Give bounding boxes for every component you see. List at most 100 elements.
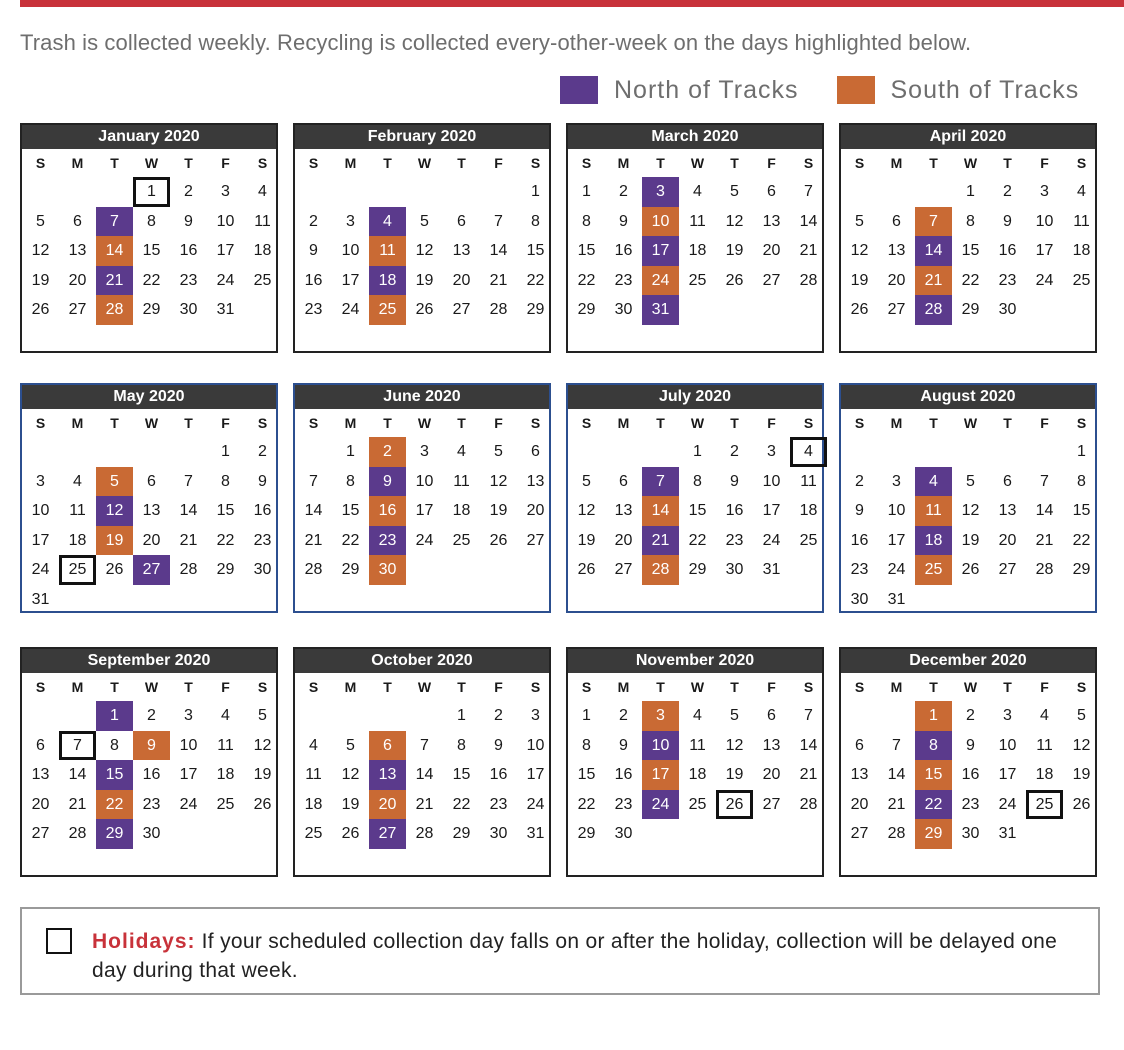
day-cell: 31 <box>762 561 781 578</box>
day-cell: 28 <box>887 825 906 842</box>
day-cell: 15 <box>452 766 471 783</box>
day-cell: 24 <box>31 561 50 578</box>
day-cell: 30 <box>142 825 161 842</box>
south-recycling-day: 6 <box>369 730 406 760</box>
day-cell: 23 <box>998 271 1017 289</box>
day-cell: 26 <box>961 561 980 578</box>
day-cell: 5 <box>258 707 267 724</box>
day-cell: 26 <box>105 561 124 578</box>
weekday-label: T <box>457 415 466 431</box>
south-recycling-day: 21 <box>915 265 952 295</box>
day-cell: 9 <box>966 736 975 754</box>
day-cell: 31 <box>887 590 906 608</box>
day-cell: 5 <box>1077 707 1086 724</box>
weekday-label: T <box>184 155 193 171</box>
holiday-day: 26 <box>716 789 753 820</box>
north-recycling-day: 1 <box>96 701 133 731</box>
day-cell: 14 <box>887 766 906 783</box>
day-cell: 17 <box>31 531 50 549</box>
day-cell: 23 <box>614 271 633 289</box>
south-recycling-day: 9 <box>133 730 170 760</box>
day-cell: 16 <box>179 242 198 259</box>
weekday-label: W <box>690 679 705 695</box>
north-recycling-day: 31 <box>642 295 679 325</box>
weekday-label: F <box>767 415 776 431</box>
day-cell: 18 <box>688 242 707 259</box>
day-cell: 24 <box>216 271 235 289</box>
north-recycling-day: 21 <box>96 265 133 295</box>
empty-cell <box>841 701 878 731</box>
empty-cell <box>878 177 915 207</box>
day-cell: 7 <box>184 472 193 490</box>
day-cell: 10 <box>216 212 235 230</box>
empty-cell <box>22 177 59 207</box>
empty-cell <box>59 701 96 731</box>
north-recycling-day: 15 <box>96 760 133 790</box>
day-cell: 2 <box>619 183 628 200</box>
day-cell: 20 <box>452 271 471 289</box>
day-cell: 30 <box>725 561 744 578</box>
weekday-label: S <box>257 679 268 695</box>
day-cell: 4 <box>1077 183 1086 200</box>
day-cell: 4 <box>221 707 230 724</box>
day-cell: 17 <box>341 271 360 289</box>
day-cell: 18 <box>799 502 818 519</box>
day-cell: 16 <box>253 502 272 519</box>
day-cell: 1 <box>1077 443 1086 460</box>
day-cell: 5 <box>966 472 975 490</box>
day-cell: 6 <box>855 736 864 754</box>
day-cell: 30 <box>614 301 633 318</box>
south-recycling-day: 16 <box>369 496 406 526</box>
day-cell: 12 <box>577 502 596 519</box>
day-cell: 23 <box>142 795 161 813</box>
day-cell: 1 <box>693 443 702 460</box>
day-cell: 15 <box>526 242 545 259</box>
day-cell: 8 <box>346 472 355 490</box>
north-legend-label: North of Tracks <box>614 75 799 104</box>
day-cell: 6 <box>892 212 901 230</box>
day-cell: 31 <box>31 590 50 608</box>
weekday-label: T <box>184 415 193 431</box>
day-cell: 7 <box>804 183 813 200</box>
weekday-label: T <box>1003 155 1012 171</box>
day-cell: 15 <box>216 502 235 519</box>
day-cell: 28 <box>179 561 198 578</box>
south-recycling-day: 10 <box>642 206 679 236</box>
weekday-label: W <box>963 155 978 171</box>
weekday-label: T <box>929 679 938 695</box>
day-cell: 13 <box>998 502 1017 519</box>
south-recycling-day: 11 <box>915 496 952 526</box>
month-calendar: February 2020 S M T W T F S 1 2 3 4 5 6 7 8 9 10 11 12 13 14 1… <box>293 123 551 353</box>
north-recycling-day: 27 <box>369 819 406 849</box>
day-cell: 29 <box>577 301 596 318</box>
day-cell: 16 <box>998 242 1017 259</box>
day-cell: 19 <box>341 795 360 813</box>
south-recycling-day: 11 <box>369 236 406 266</box>
north-recycling-day: 21 <box>642 525 679 555</box>
day-cell: 25 <box>688 795 707 813</box>
day-cell: 26 <box>725 271 744 289</box>
empty-cell <box>915 437 952 467</box>
day-cell: 28 <box>1035 561 1054 578</box>
day-cell: 10 <box>31 502 50 519</box>
day-cell: 18 <box>1072 242 1091 259</box>
weekday-label: T <box>656 155 665 171</box>
weekday-label: F <box>767 155 776 171</box>
day-cell: 19 <box>850 271 869 289</box>
day-cell: 19 <box>31 271 50 289</box>
holiday-day: 25 <box>1026 789 1063 820</box>
day-cell: 13 <box>850 766 869 783</box>
empty-cell <box>369 177 406 207</box>
north-recycling-day: 29 <box>96 819 133 849</box>
day-cell: 26 <box>577 561 596 578</box>
south-recycling-day: 17 <box>642 760 679 790</box>
day-cell: 4 <box>457 443 466 460</box>
weekday-label: S <box>35 155 46 171</box>
day-cell: 9 <box>309 242 318 259</box>
month-calendar: January 2020 S M T W T F S 1 2 3 4 5 6 7 8 9 10 11 12 13 14 15… <box>20 123 278 353</box>
weekday-label: T <box>929 155 938 171</box>
day-cell: 28 <box>304 561 323 578</box>
weekday-label: W <box>690 415 705 431</box>
